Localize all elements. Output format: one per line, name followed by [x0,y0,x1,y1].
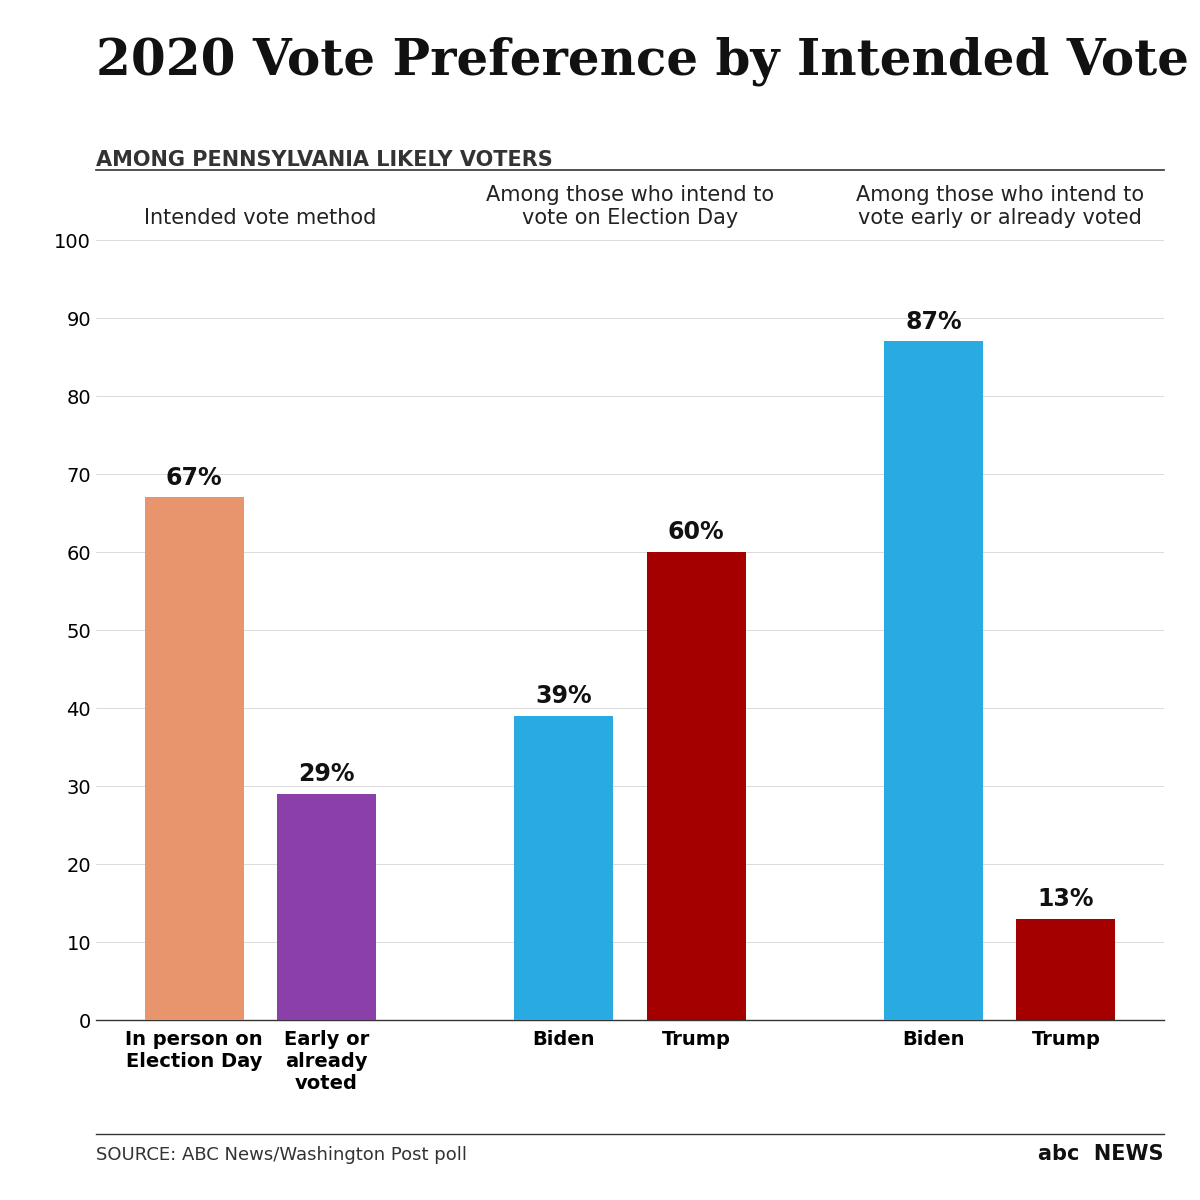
Text: 13%: 13% [1038,887,1094,911]
Text: 2020 Vote Preference by Intended Vote Method: 2020 Vote Preference by Intended Vote Me… [96,36,1200,85]
Bar [515,715,613,1020]
Bar [144,497,244,1020]
Bar [647,552,745,1020]
Bar [1016,919,1116,1020]
Text: abc  NEWS: abc NEWS [1038,1144,1164,1164]
Text: 39%: 39% [535,684,593,708]
Text: Intended vote method: Intended vote method [144,209,377,228]
Bar [277,794,376,1020]
Text: Among those who intend to
vote early or already voted: Among those who intend to vote early or … [856,185,1144,228]
Text: SOURCE: ABC News/Washington Post poll: SOURCE: ABC News/Washington Post poll [96,1146,467,1164]
Text: Among those who intend to
vote on Election Day: Among those who intend to vote on Electi… [486,185,774,228]
Text: 67%: 67% [166,466,222,490]
Text: 87%: 87% [906,310,962,334]
Text: 29%: 29% [298,762,354,786]
Bar [884,341,983,1020]
Text: 60%: 60% [667,520,725,544]
Text: AMONG PENNSYLVANIA LIKELY VOTERS: AMONG PENNSYLVANIA LIKELY VOTERS [96,150,553,170]
